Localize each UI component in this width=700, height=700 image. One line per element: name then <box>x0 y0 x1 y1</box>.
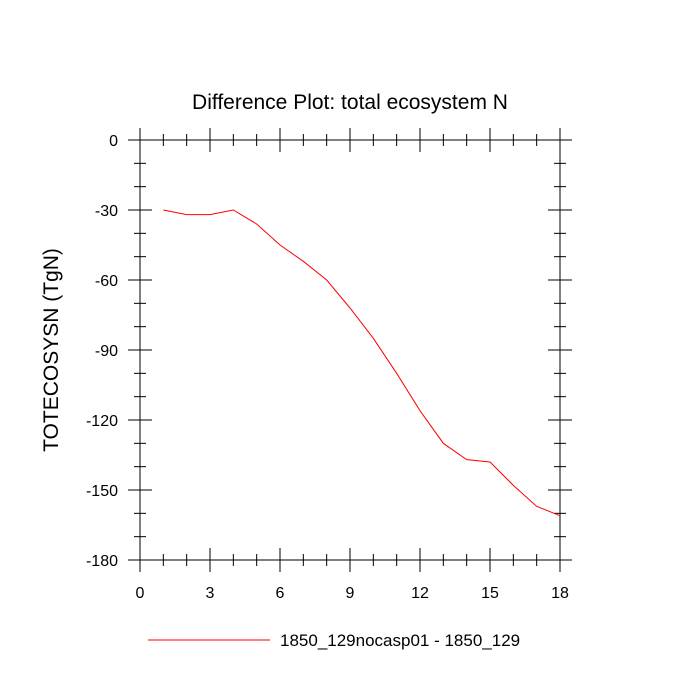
series-line <box>163 209 561 517</box>
series-group <box>163 209 561 517</box>
x-tick-label: 18 <box>551 585 569 602</box>
y-tick-label: -120 <box>86 413 118 430</box>
y-tick-label: 0 <box>109 133 118 150</box>
x-tick-label: 12 <box>411 585 429 602</box>
axis-ticks <box>128 128 572 572</box>
y-tick-label: -60 <box>95 273 118 290</box>
y-tick-label: -90 <box>95 343 118 360</box>
x-tick-label: 3 <box>206 585 215 602</box>
y-tick-label: -30 <box>95 203 118 220</box>
y-tick-labels: 0 -30 -60 -90 -120 -150 -180 <box>86 133 118 570</box>
legend: 1850_129nocasp01 - 1850_129 <box>148 631 520 650</box>
chart-title: Difference Plot: total ecosystem N <box>192 91 508 114</box>
x-tick-label: 9 <box>346 585 355 602</box>
x-tick-label: 15 <box>481 585 499 602</box>
y-tick-label: -150 <box>86 483 118 500</box>
y-tick-label: -180 <box>86 553 118 570</box>
plot-area-frame <box>139 139 561 561</box>
legend-label: 1850_129nocasp01 - 1850_129 <box>280 631 520 650</box>
x-tick-label: 0 <box>136 585 145 602</box>
x-tick-label: 6 <box>276 585 285 602</box>
x-tick-labels: 0 3 6 9 12 15 18 <box>136 585 569 602</box>
y-axis-label: TOTECOSYSN (TgN) <box>40 248 63 452</box>
